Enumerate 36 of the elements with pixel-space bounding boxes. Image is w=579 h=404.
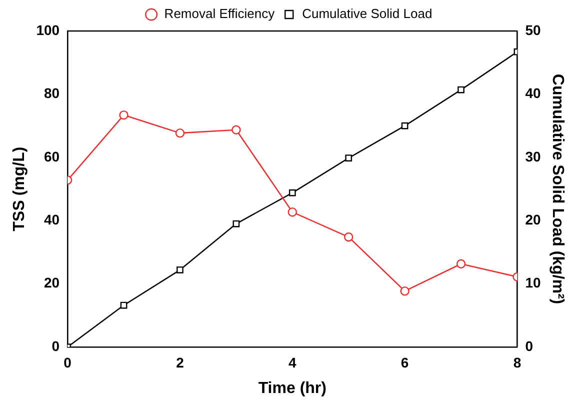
y2-tick-label: 40 [525, 85, 542, 102]
point [345, 154, 352, 162]
y-tick-label: 40 [44, 211, 60, 228]
y-tick-label: 60 [44, 148, 60, 164]
x-axis-title: Time (hr) [258, 380, 326, 397]
point [175, 128, 185, 138]
y-tick-label: 20 [44, 274, 60, 291]
y2-tick-label: 0 [525, 338, 534, 354]
point [401, 122, 408, 130]
point [288, 189, 296, 196]
point [232, 220, 240, 228]
point [458, 86, 464, 94]
point [176, 266, 184, 274]
point [232, 125, 241, 135]
point [400, 286, 410, 296]
y2-tick-label: 50 [525, 22, 542, 38]
legend-label: Removal Efficiency [164, 6, 276, 22]
y2-tick-label: 10 [525, 274, 542, 291]
y-tick-label: 100 [36, 22, 60, 38]
y-tick-label: 80 [44, 85, 60, 102]
x-tick-label: 8 [513, 354, 522, 370]
y2-tick-label: 20 [525, 211, 542, 228]
x-tick-label: 0 [64, 354, 72, 370]
y2-axis-title: Cumulative Solid Load (kg/m²) [548, 74, 566, 304]
point [119, 110, 128, 120]
point [344, 232, 354, 242]
y-axis-title: TSS (mg/L) [11, 146, 28, 232]
x-tick-label: 4 [288, 354, 296, 370]
x-tick-label: 6 [400, 354, 409, 370]
point [288, 207, 297, 217]
point [456, 259, 466, 268]
legend-label: Cumulative Solid Load [302, 6, 432, 22]
point [120, 302, 128, 309]
y-tick-label: 0 [52, 338, 60, 354]
x-tick-label: 2 [176, 354, 184, 370]
y2-tick-label: 30 [525, 148, 542, 164]
